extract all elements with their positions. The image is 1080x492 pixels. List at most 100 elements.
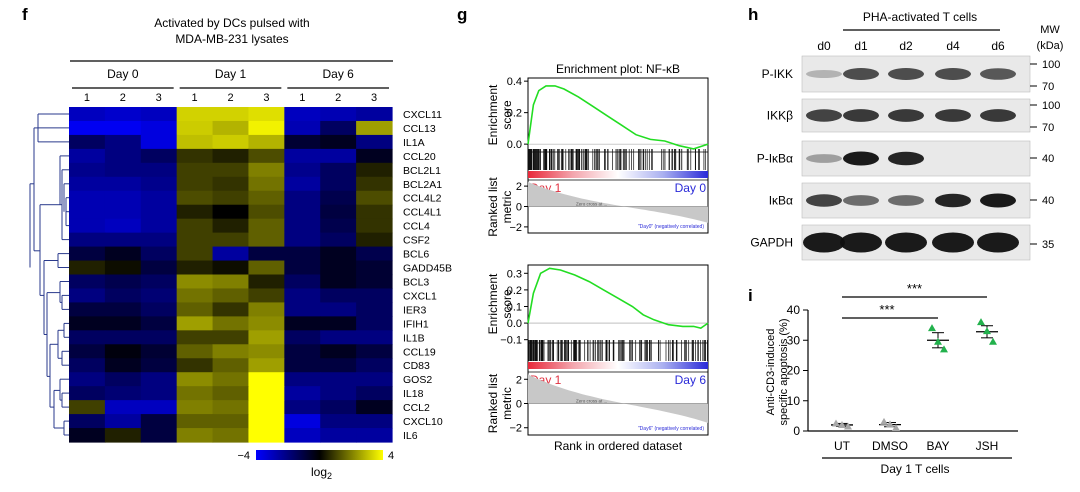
heatmap-cell: [212, 134, 250, 150]
heatmap-cell: [140, 134, 178, 150]
heatmap-cell: [140, 400, 178, 415]
replicate-label: 2: [227, 92, 233, 104]
gsea-metric-axis-label: Ranked list: [486, 177, 500, 237]
heatmap-cell: [320, 162, 357, 178]
heatmap-cell: [69, 386, 106, 401]
heatmap-cell: [356, 414, 393, 429]
heatmap-cell: [104, 372, 142, 387]
heatmap-cell: [356, 148, 393, 164]
heatmap-cell: [140, 162, 178, 178]
heatmap-cell: [356, 162, 393, 178]
heatmap-cell: [69, 260, 106, 276]
heatmap-cell: [248, 232, 285, 248]
gsea-es-tick-label: 0.0: [507, 318, 522, 330]
heatmap-cell: [104, 414, 142, 429]
heatmap-cell: [140, 176, 178, 192]
blot-band: [935, 193, 971, 208]
blot-band: [806, 154, 842, 163]
heatmap-cell: [176, 358, 214, 373]
heatmap-cell: [104, 316, 142, 331]
gsea-zero-cross-label: Zero cross at ...: [576, 399, 607, 404]
chart-x-tick-label-bay: BAY: [926, 439, 949, 453]
chart-data-point: [928, 324, 936, 332]
mw-value-label: 70: [1042, 122, 1054, 134]
heatmap-cell: [320, 148, 357, 164]
significance-stars: ***: [879, 302, 894, 317]
heatmap-cell: [356, 428, 393, 443]
heatmap-cell: [248, 358, 285, 373]
gene-label-ccl2: CCL2: [403, 402, 430, 414]
heatmap-cell: [248, 134, 285, 150]
blot-band: [843, 151, 879, 166]
heatmap-cell: [140, 120, 178, 136]
heatmap-cell: [104, 288, 142, 304]
blot-band: [803, 232, 845, 253]
blot-band: [980, 109, 1016, 122]
heatmap-cell: [69, 274, 106, 290]
heatmap-cell: [212, 204, 250, 220]
mw-value-label: 70: [1042, 81, 1054, 93]
heatmap-cell: [69, 400, 106, 415]
heatmap-cell: [176, 400, 214, 415]
chart-y-tick-label: 20: [787, 364, 801, 378]
gene-label-bcl2l1: BCL2L1: [403, 165, 441, 177]
heatmap-cell: [356, 232, 393, 248]
heatmap-cell: [69, 414, 106, 429]
heatmap-gene-labels: CXCL11 CCL13 IL1A CCL20 BCL2L1 BCL2A1 CCL4L2 CC…: [403, 109, 452, 442]
heatmap-cell: [320, 190, 357, 206]
blot-row-1: IKKβ 100 70: [767, 98, 1060, 134]
heatmap-cell: [69, 190, 106, 206]
heatmap-cell: [176, 288, 214, 304]
chart-data-point: [983, 327, 991, 335]
heatmap-group-header: Day 0 Day 1 Day 6: [72, 67, 389, 89]
heatmap-cell: [104, 218, 142, 234]
heatmap-cell: [140, 260, 178, 276]
heatmap-cell: [176, 204, 214, 220]
heatmap-cell: [320, 176, 357, 192]
blot-band: [840, 232, 882, 253]
gene-label-ifih1: IFIH1: [403, 318, 429, 330]
gsea-metric-axis-label: Ranked list: [486, 373, 500, 433]
heatmap-cell: [356, 288, 393, 304]
panel-letter-h: h: [748, 5, 758, 24]
replicate-label: 2: [120, 92, 126, 104]
heatmap-cell: [176, 344, 214, 359]
gsea-es-tick-label: 0.2: [507, 108, 522, 120]
heatmap-cell: [284, 246, 321, 262]
blot-band: [843, 109, 879, 122]
chart-data-point: [886, 420, 894, 428]
blot-band: [980, 193, 1016, 208]
gene-label-il18: IL18: [403, 388, 424, 400]
heatmap-cell: [69, 176, 106, 192]
gene-label-csf2: CSF2: [403, 235, 430, 247]
heatmap-cell: [140, 148, 178, 164]
heatmap-cell: [356, 344, 393, 359]
chart-y-label-line2: specific apoptosis (%): [778, 319, 790, 426]
gsea-enrichment-curve: [527, 85, 709, 150]
heatmap-cell: [320, 204, 357, 220]
heatmap-cell: [356, 274, 393, 290]
heatmap-cell: [176, 316, 214, 331]
heatmap-cell: [104, 204, 142, 220]
panel-letter-f: f: [22, 5, 28, 24]
heatmap-replicate-labels: 1 2 3 1 2 3 1 2 3: [84, 92, 377, 104]
group-label-day-0: Day 0: [107, 67, 139, 81]
heatmap-cell: [212, 372, 250, 387]
heatmap-cell: [69, 162, 106, 178]
chart-data-point: [934, 337, 942, 345]
chart-y-tick-label: 0: [793, 424, 800, 438]
gene-label-ccl4l2: CCL4L2: [403, 193, 442, 205]
heatmap-cell: [104, 400, 142, 415]
heatmap-cell: [69, 134, 106, 150]
heatmap-cell: [284, 148, 321, 164]
heatmap-cell: [356, 260, 393, 276]
gsea-rank-metric-area: [528, 182, 708, 223]
gsea-es-axis-label: Enrichment: [486, 84, 500, 145]
heatmap-cell: [356, 190, 393, 206]
heatmap-cell: [140, 288, 178, 304]
blot-label: GAPDH: [750, 236, 793, 250]
mw-value-label: 40: [1042, 195, 1054, 207]
gsea-metric-tick-label: 0: [516, 399, 522, 411]
heatmap-cell: [248, 274, 285, 290]
chart-data-point: [880, 417, 888, 425]
